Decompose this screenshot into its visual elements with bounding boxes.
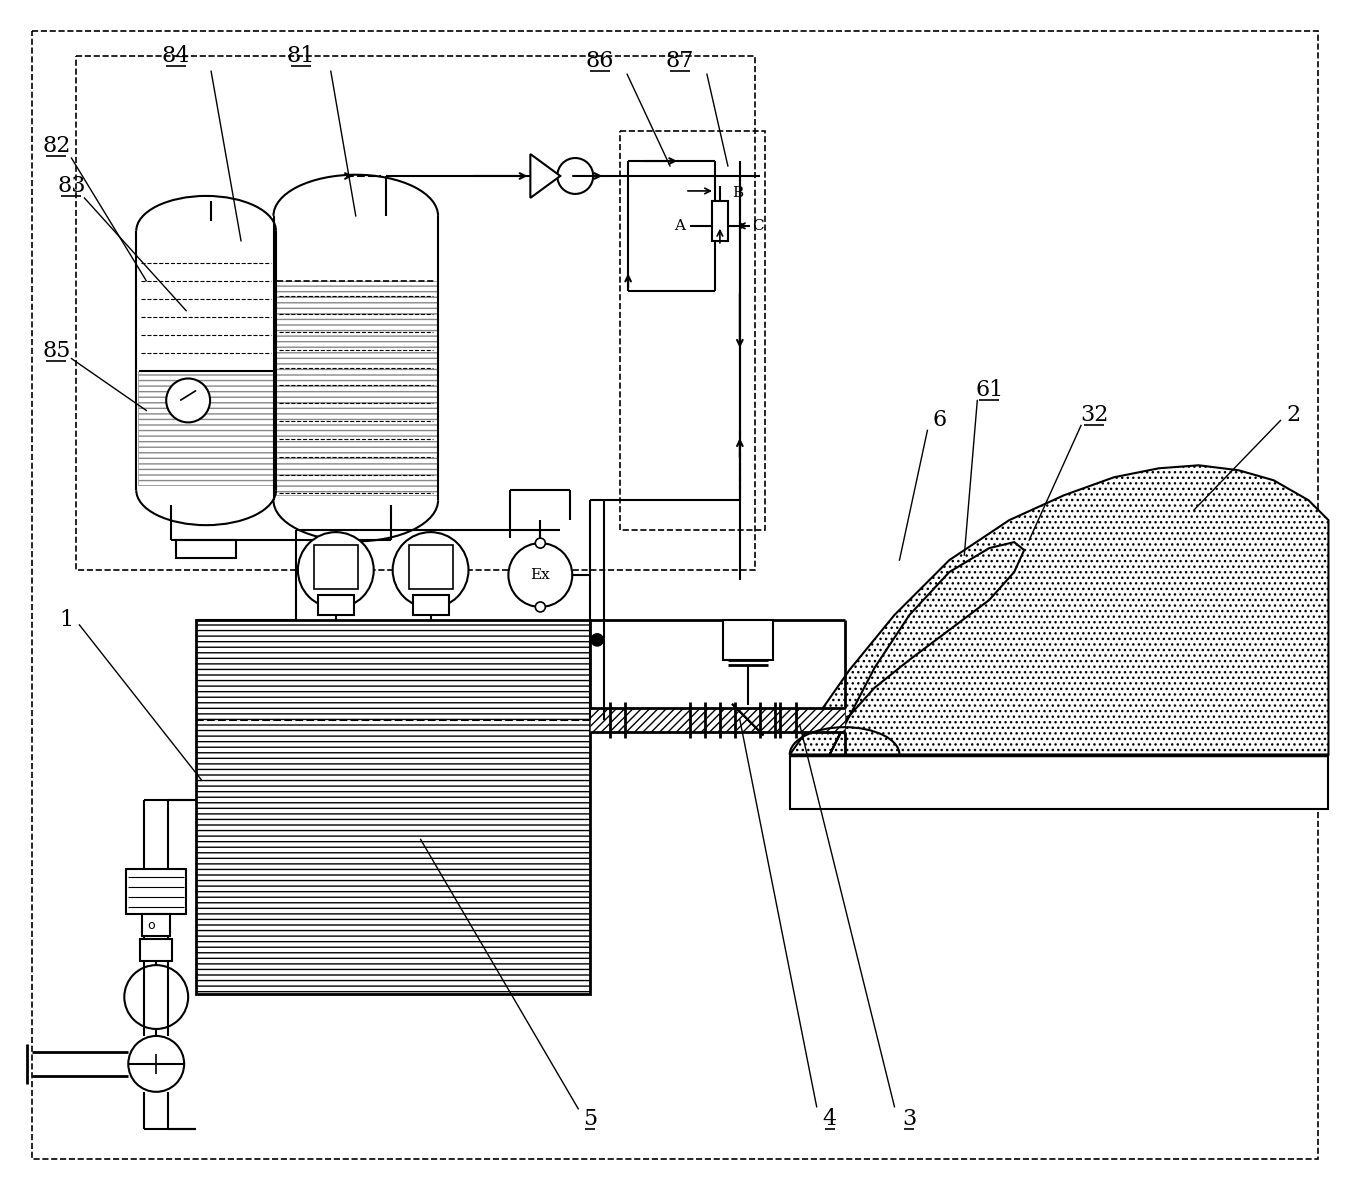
Polygon shape [830,542,1024,755]
Text: 1: 1 [60,609,73,631]
Bar [138,371,274,490]
Circle shape [535,539,546,548]
Text: B: B [733,185,743,200]
Bar [142,914,171,937]
Text: 85: 85 [42,340,70,361]
Text: Ex: Ex [531,568,550,582]
Circle shape [129,1036,184,1091]
Bar [318,595,353,615]
Text: 83: 83 [57,175,85,197]
Circle shape [167,378,210,423]
Text: 2: 2 [1286,404,1301,426]
Bar [126,869,185,914]
Text: 3: 3 [902,1108,917,1130]
Text: 32: 32 [1080,404,1108,426]
Bar [590,707,845,732]
Bar [409,546,452,589]
Circle shape [592,634,603,646]
Circle shape [535,602,546,612]
Text: A: A [674,218,685,233]
Bar [789,755,1328,809]
Bar [723,620,773,660]
Circle shape [558,158,593,194]
Bar [413,595,448,615]
Bar [138,371,274,485]
Text: 84: 84 [162,45,191,67]
Text: 6: 6 [933,410,946,431]
Text: 61: 61 [975,379,1003,402]
Circle shape [125,965,188,1029]
Text: 87: 87 [666,51,695,72]
Circle shape [508,543,573,607]
Text: 81: 81 [287,45,315,67]
Text: C: C [751,218,764,233]
Circle shape [298,533,374,608]
Text: 86: 86 [586,51,615,72]
Bar [141,939,172,961]
Bar [314,546,357,589]
Bar [712,201,728,241]
Bar [620,131,765,530]
Text: 82: 82 [42,135,70,157]
Polygon shape [789,465,1328,755]
Text: 5: 5 [584,1108,597,1130]
Bar [196,620,590,994]
Circle shape [393,533,468,608]
Bar [590,707,845,732]
Bar [276,281,436,495]
Text: o: o [148,919,156,932]
Polygon shape [531,154,561,198]
Text: 4: 4 [823,1108,837,1130]
Bar [76,57,754,570]
Bar [176,540,236,559]
